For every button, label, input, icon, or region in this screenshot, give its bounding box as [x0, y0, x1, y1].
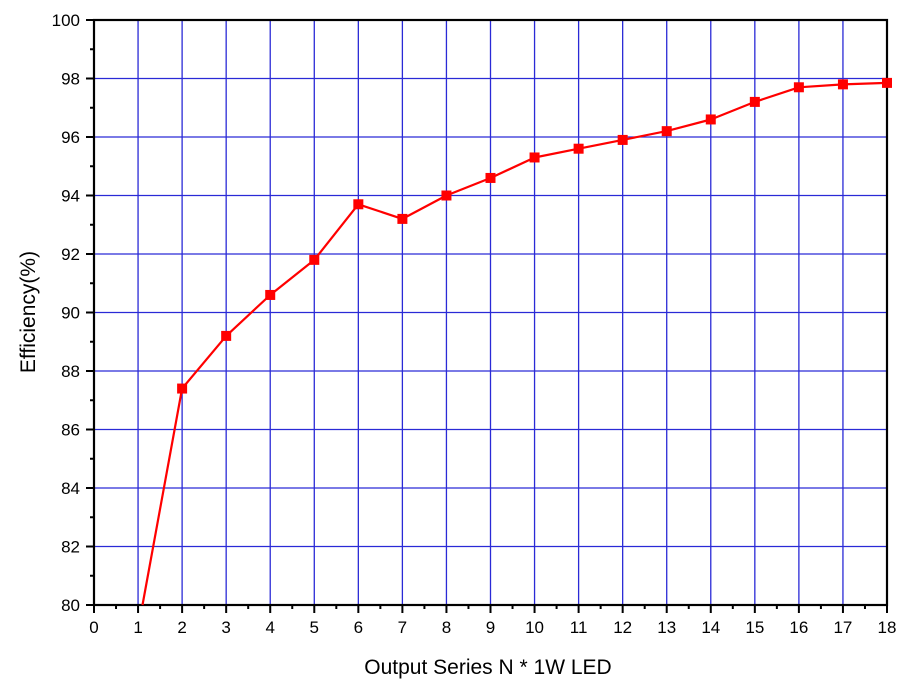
data-point-marker — [793, 82, 804, 93]
data-point-marker — [705, 114, 716, 125]
x-tick-label: 2 — [177, 618, 186, 637]
x-tick-label: 6 — [354, 618, 363, 637]
y-tick-label: 98 — [61, 70, 80, 89]
data-point-marker — [837, 79, 848, 90]
x-tick-label: 16 — [789, 618, 808, 637]
y-tick-label: 92 — [61, 245, 80, 264]
axis-layer — [86, 18, 889, 613]
data-point-marker — [573, 143, 584, 154]
x-tick-label: 18 — [878, 618, 897, 637]
x-tick-label: 11 — [570, 618, 588, 637]
data-point-marker — [397, 213, 408, 224]
data-point-marker — [661, 126, 672, 137]
y-tick-label: 88 — [61, 362, 80, 381]
x-tick-label: 9 — [486, 618, 495, 637]
y-axis-label: Efficiency(%) — [17, 251, 40, 373]
grid-layer — [94, 20, 887, 605]
x-tick-label: 10 — [525, 618, 544, 637]
data-point-marker — [177, 383, 188, 394]
x-tick-label: 8 — [442, 618, 451, 637]
data-point-marker — [265, 289, 276, 300]
series-line — [141, 81, 888, 606]
x-tick-label: 3 — [221, 618, 230, 637]
x-tick-label: 14 — [701, 618, 720, 637]
y-tick-label: 84 — [61, 479, 80, 498]
data-point-marker — [353, 199, 364, 210]
x-tick-label: 17 — [833, 618, 852, 637]
y-tick-label: 96 — [61, 128, 80, 147]
x-tick-label: 4 — [265, 618, 274, 637]
x-tick-label: 15 — [745, 618, 764, 637]
data-point-marker — [221, 330, 232, 341]
y-tick-label: 86 — [61, 421, 80, 440]
y-tick-label: 80 — [61, 596, 80, 615]
x-tick-label: 1 — [133, 618, 142, 637]
x-tick-label: 12 — [613, 618, 632, 637]
data-point-marker — [882, 77, 892, 88]
y-tick-label: 94 — [61, 187, 80, 206]
y-tick-label: 100 — [52, 11, 80, 30]
series-layer — [141, 77, 892, 606]
data-point-marker — [529, 152, 540, 163]
x-tick-label: 0 — [89, 618, 98, 637]
label-layer: 0 1 2 3 4 5 6 7 8 9 10 11 12 13 14 15 16 17 18808284868890… — [52, 11, 897, 637]
data-point-marker — [441, 190, 452, 201]
y-tick-label: 90 — [61, 304, 80, 323]
data-point-marker — [617, 134, 628, 145]
data-point-marker — [485, 172, 496, 183]
y-tick-label: 82 — [61, 538, 80, 557]
x-tick-label: 5 — [310, 618, 319, 637]
x-axis-label: Output Series N * 1W LED — [364, 656, 611, 679]
data-point-marker — [749, 96, 760, 107]
x-tick-label: 13 — [657, 618, 676, 637]
x-tick-label: 7 — [398, 618, 407, 637]
data-point-marker — [309, 254, 320, 265]
